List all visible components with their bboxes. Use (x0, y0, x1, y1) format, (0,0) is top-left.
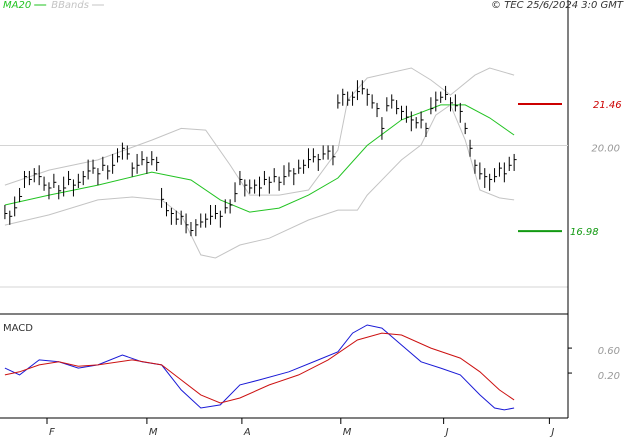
legend-label: BBands (51, 0, 89, 11)
x-tick-label: M (149, 427, 158, 438)
macd-line (4, 332, 515, 404)
x-tick-label: J (444, 427, 449, 438)
x-tick-label: M (343, 427, 352, 438)
level-label: 16.98 (570, 227, 599, 238)
x-tick-label: A (243, 427, 251, 438)
x-tick-label: J (549, 427, 554, 438)
x-tick-label: F (49, 427, 55, 438)
band-line (4, 67, 515, 196)
y-tick-label: 0.20 (598, 371, 620, 382)
macd-title: MACD (3, 323, 33, 334)
credit: © TEC 25/6/2024 3:0 GMT (491, 0, 624, 11)
legend-label: MA20 (3, 0, 31, 11)
y-tick-label: 0.60 (598, 346, 620, 357)
band-line (4, 104, 515, 259)
level-label: 21.46 (593, 100, 622, 111)
y-tick-label: 20.00 (591, 143, 620, 154)
macd-line (4, 324, 515, 411)
ma-line (4, 104, 515, 213)
